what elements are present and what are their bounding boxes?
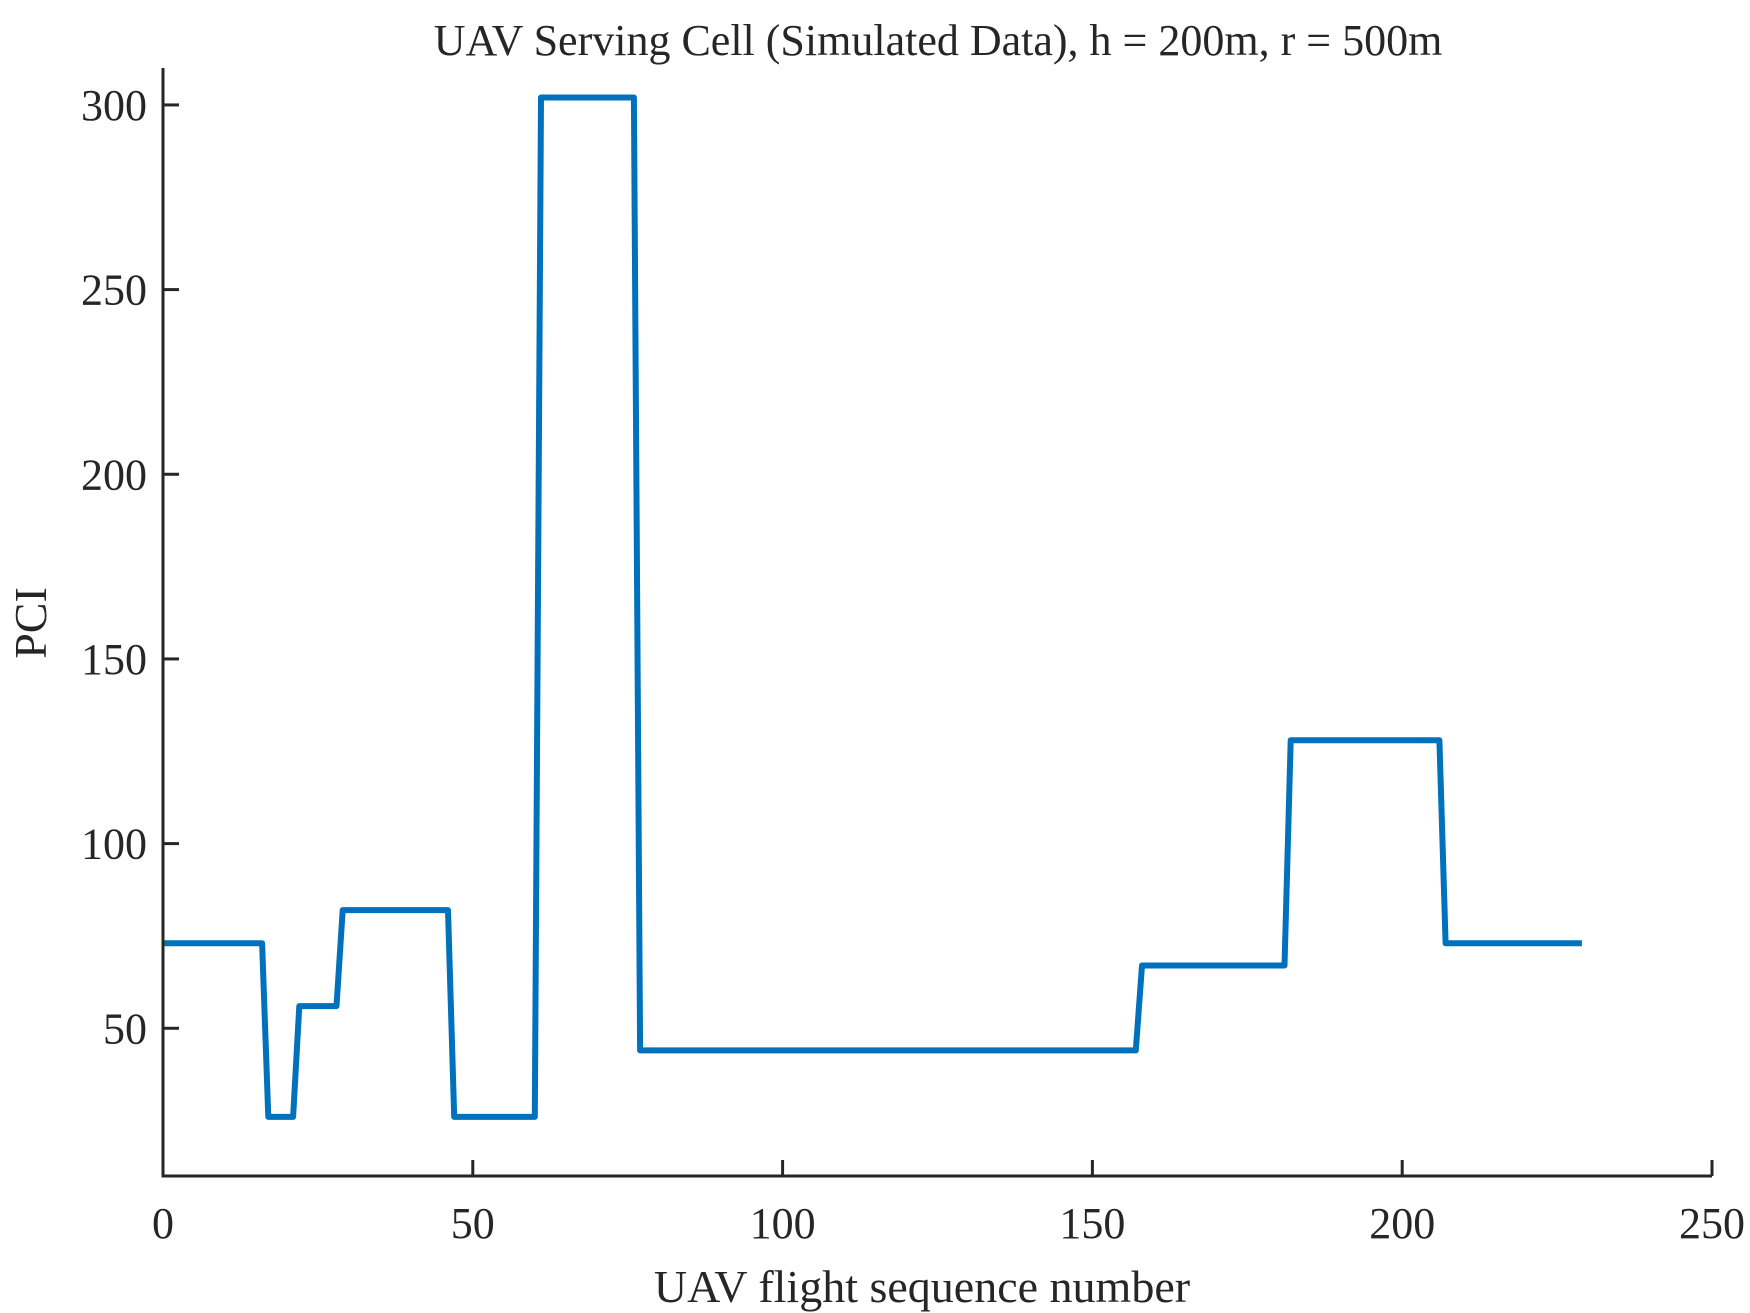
x-tick-label: 50 [451,1199,495,1248]
y-tick-label: 150 [81,635,147,684]
y-axis-label: PCI [5,587,56,659]
series-line [163,94,1582,1120]
chart-title: UAV Serving Cell (Simulated Data), h = 2… [434,16,1443,65]
plot-area [163,94,1582,1120]
x-tick-label: 150 [1059,1199,1125,1248]
y-tick-label: 300 [81,81,147,130]
y-tick-label: 200 [81,450,147,499]
y-tick-label: 100 [81,820,147,869]
x-tick-label: 250 [1679,1199,1745,1248]
x-tick-label: 200 [1369,1199,1435,1248]
y-tick-label: 250 [81,266,147,315]
x-tick-label: 100 [750,1199,816,1248]
axes: 0 50 100 150 200 250 50 100 150 200 250 300 [81,68,1745,1248]
y-tick-label: 50 [103,1004,147,1053]
x-axis-label: UAV flight sequence number [654,1261,1190,1312]
x-tick-label: 0 [152,1199,174,1248]
